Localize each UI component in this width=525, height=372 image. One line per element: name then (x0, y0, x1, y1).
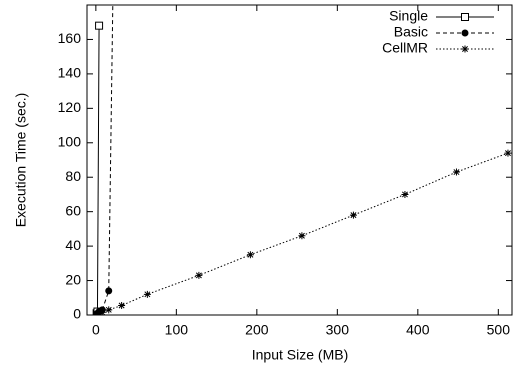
point (98, 308, 106, 315)
point (349, 211, 357, 219)
series-line (96, 25, 100, 314)
y-tick-label: 160 (58, 30, 82, 46)
point (95, 21, 104, 30)
point (401, 190, 409, 198)
x-tick-label: 200 (245, 322, 269, 338)
point (246, 251, 254, 259)
point (298, 232, 306, 240)
legend-marker (461, 29, 469, 37)
point (143, 290, 151, 298)
x-tick-label: 100 (165, 322, 189, 338)
y-tick-label: 140 (58, 65, 82, 81)
x-tick-label: 0 (92, 322, 100, 338)
y-tick-label: 100 (58, 133, 82, 149)
legend-label: Single (389, 8, 428, 24)
point (105, 306, 113, 314)
y-axis-label: Execution Time (sec.) (13, 93, 29, 228)
legend-marker (461, 13, 469, 21)
x-tick-label: 400 (406, 322, 430, 338)
y-tick-label: 120 (58, 99, 82, 115)
x-tick-label: 500 (487, 322, 511, 338)
legend-label: CellMR (382, 40, 428, 56)
point (452, 168, 460, 176)
y-tick-label: 80 (65, 168, 81, 184)
x-tick-label: 300 (326, 322, 350, 338)
legend-marker (461, 45, 469, 53)
series-line (96, 5, 114, 315)
plot-frame (86, 4, 513, 316)
point (105, 287, 113, 295)
point (504, 149, 512, 157)
point (195, 271, 203, 279)
legend-label: Basic (394, 24, 428, 40)
x-axis-label: Input Size (MB) (252, 347, 348, 363)
point (118, 302, 126, 310)
point (95, 310, 103, 315)
point (93, 310, 101, 315)
y-tick-label: 40 (65, 237, 81, 253)
plot-area (92, 5, 512, 315)
y-tick-label: 20 (65, 271, 81, 287)
y-tick-label: 60 (65, 202, 81, 218)
y-tick-label: 0 (73, 306, 81, 322)
